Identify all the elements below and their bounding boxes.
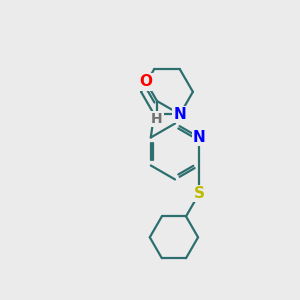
Text: S: S [194, 186, 205, 201]
Text: H: H [151, 112, 163, 126]
Text: N: N [174, 107, 186, 122]
Text: O: O [140, 74, 152, 89]
Text: N: N [193, 130, 206, 145]
